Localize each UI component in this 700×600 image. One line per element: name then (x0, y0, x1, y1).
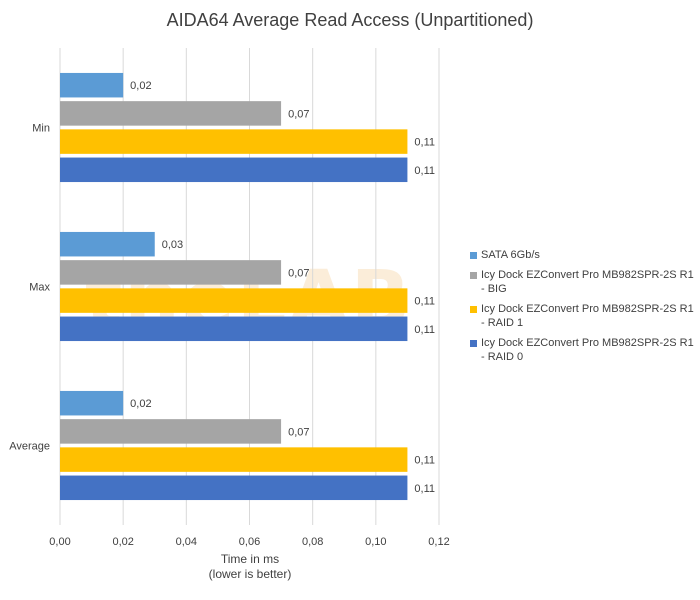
x-axis-title: Time in ms (lower is better) (150, 552, 350, 582)
legend-swatch (470, 272, 477, 279)
chart-title: AIDA64 Average Read Access (Unpartitione… (166, 10, 534, 30)
bar (60, 447, 408, 472)
legend-swatch (470, 306, 477, 313)
bar (60, 419, 282, 444)
data-label: 0,07 (288, 426, 309, 438)
x-tick-label: 0,08 (302, 536, 323, 548)
category-label: Min (32, 123, 50, 135)
data-label: 0,11 (414, 296, 435, 308)
legend-swatch (470, 252, 477, 259)
bar (60, 390, 124, 416)
legend-swatch (470, 340, 477, 347)
legend-item: SATA 6Gb/s (470, 248, 695, 262)
x-tick-label: 0,06 (239, 536, 260, 548)
bar (60, 475, 408, 501)
bar (60, 129, 408, 154)
legend-label: Icy Dock EZConvert Pro MB982SPR-2S R1 - … (481, 303, 694, 329)
legend-label: SATA 6Gb/s (481, 249, 540, 261)
bar (60, 288, 408, 313)
bar (60, 157, 408, 183)
legend-label: Icy Dock EZConvert Pro MB982SPR-2S R1 - … (481, 337, 694, 363)
x-axis-note: (lower is better) (208, 567, 292, 581)
bar (60, 101, 282, 126)
data-label: 0,11 (414, 483, 435, 495)
data-label: 0,11 (414, 324, 435, 336)
category-label: Max (29, 282, 50, 294)
x-tick-label: 0,00 (49, 536, 70, 548)
x-tick-label: 0,10 (365, 536, 386, 548)
x-tick-label: 0,04 (176, 536, 197, 548)
data-label: 0,11 (414, 137, 435, 149)
category-label: Average (9, 441, 50, 453)
data-label: 0,11 (414, 455, 435, 467)
data-label: 0,07 (288, 267, 309, 279)
data-label: 0,07 (288, 108, 309, 120)
bar (60, 231, 155, 257)
legend: SATA 6Gb/s Icy Dock EZConvert Pro MB982SP… (470, 248, 695, 370)
legend-label: Icy Dock EZConvert Pro MB982SPR-2S R1 - … (481, 269, 694, 295)
bar (60, 72, 124, 98)
legend-item: Icy Dock EZConvert Pro MB982SPR-2S R1 - … (470, 336, 695, 364)
x-tick-label: 0,02 (112, 536, 133, 548)
data-label: 0,02 (130, 398, 151, 410)
bar (60, 316, 408, 342)
data-label: 0,02 (130, 80, 151, 92)
bar (60, 260, 282, 285)
data-label: 0,03 (162, 239, 183, 251)
legend-item: Icy Dock EZConvert Pro MB982SPR-2S R1 - … (470, 302, 695, 330)
data-label: 0,11 (414, 165, 435, 177)
legend-item: Icy Dock EZConvert Pro MB982SPR-2S R1 - … (470, 268, 695, 296)
x-tick-label: 0,12 (428, 536, 449, 548)
x-axis-label: Time in ms (220, 552, 280, 566)
